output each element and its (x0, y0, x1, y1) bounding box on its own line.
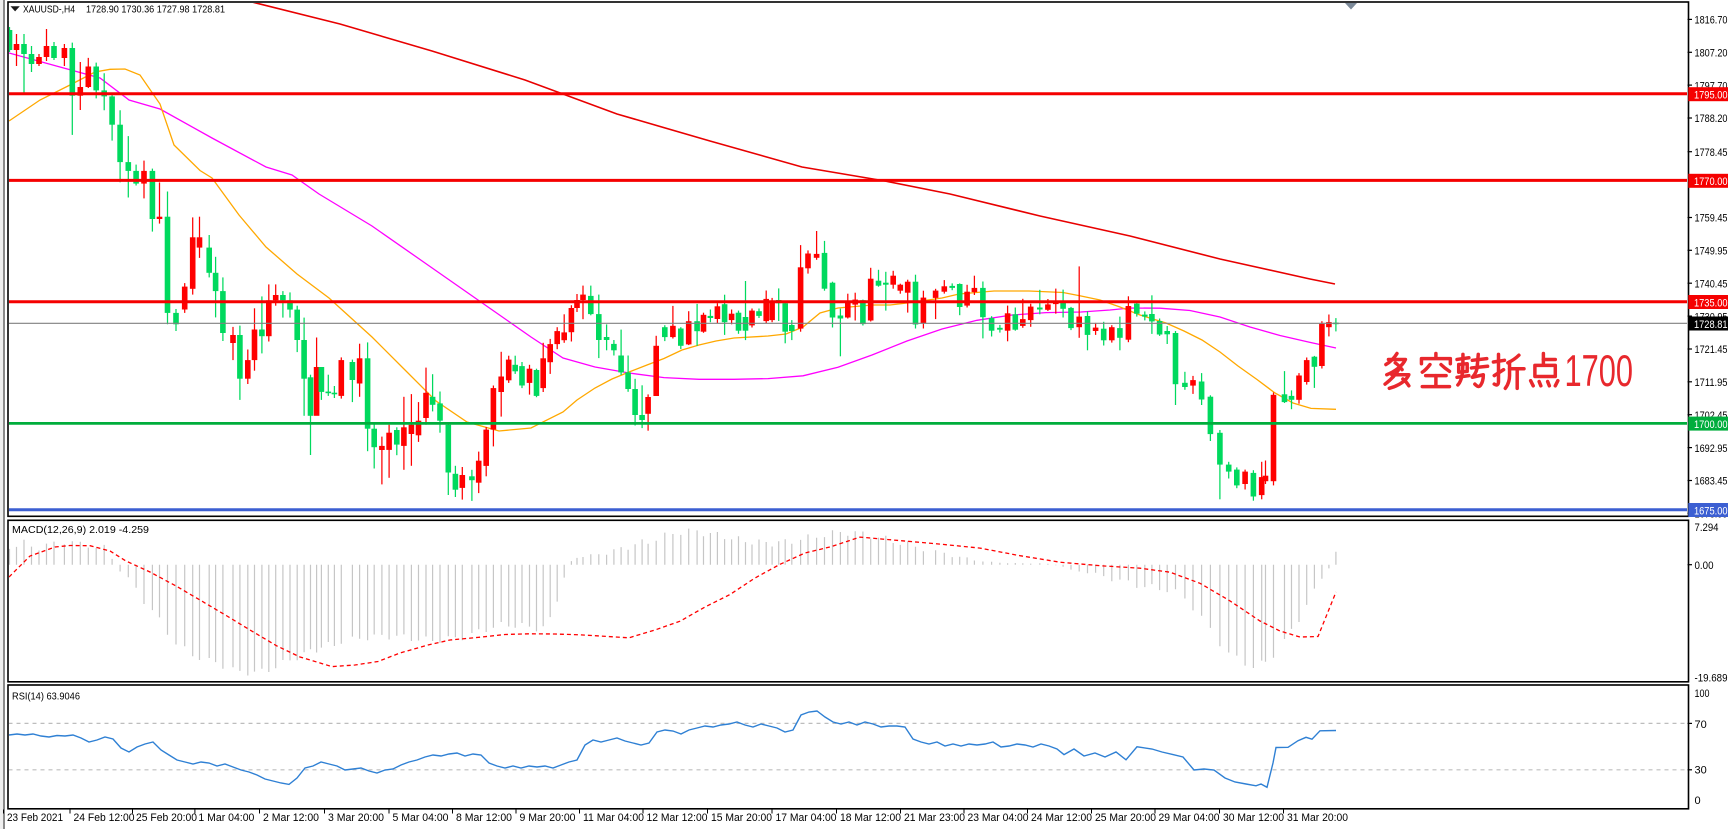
svg-text:7.294: 7.294 (1695, 522, 1719, 534)
svg-text:1759.45: 1759.45 (1695, 213, 1728, 225)
svg-text:1735.00: 1735.00 (1694, 297, 1728, 309)
svg-text:1721.45: 1721.45 (1695, 344, 1728, 356)
svg-text:1778.45: 1778.45 (1695, 147, 1728, 159)
svg-text:12 Mar 12:00: 12 Mar 12:00 (647, 812, 708, 824)
svg-text:25 Feb 20:00: 25 Feb 20:00 (136, 812, 197, 824)
svg-text:1683.45: 1683.45 (1695, 476, 1728, 488)
svg-text:1711.95: 1711.95 (1695, 377, 1728, 389)
svg-text:1788.20: 1788.20 (1695, 113, 1728, 125)
svg-text:24 Feb 12:00: 24 Feb 12:00 (74, 812, 135, 824)
svg-text:1692.95: 1692.95 (1695, 443, 1728, 455)
svg-text:23 Mar 04:00: 23 Mar 04:00 (968, 812, 1029, 824)
svg-text:XAUUSD-,H4: XAUUSD-,H4 (23, 4, 75, 16)
svg-text:70: 70 (1695, 719, 1707, 731)
svg-text:100: 100 (1695, 688, 1710, 700)
svg-text:3 Mar 20:00: 3 Mar 20:00 (328, 812, 384, 824)
svg-text:1700.00: 1700.00 (1694, 419, 1728, 431)
svg-text:-19.689: -19.689 (1695, 673, 1728, 685)
svg-text:29 Mar 04:00: 29 Mar 04:00 (1159, 812, 1220, 824)
svg-text:17 Mar 04:00: 17 Mar 04:00 (776, 812, 837, 824)
svg-text:0: 0 (1695, 795, 1701, 807)
svg-text:1 Mar 04:00: 1 Mar 04:00 (198, 812, 254, 824)
svg-text:15 Mar 20:00: 15 Mar 20:00 (711, 812, 772, 824)
svg-text:MACD(12,26,9) 2.019 -4.259: MACD(12,26,9) 2.019 -4.259 (12, 524, 149, 536)
svg-text:1770.00: 1770.00 (1694, 176, 1728, 188)
svg-text:2 Mar 12:00: 2 Mar 12:00 (263, 812, 319, 824)
svg-text:11 Mar 04:00: 11 Mar 04:00 (583, 812, 644, 824)
svg-text:1816.70: 1816.70 (1695, 15, 1728, 27)
svg-text:24 Mar 12:00: 24 Mar 12:00 (1031, 812, 1092, 824)
svg-text:8 Mar 12:00: 8 Mar 12:00 (456, 812, 512, 824)
svg-text:1749.95: 1749.95 (1695, 246, 1728, 258)
svg-text:1728.81: 1728.81 (1694, 319, 1728, 331)
svg-text:31 Mar 20:00: 31 Mar 20:00 (1287, 812, 1348, 824)
svg-text:25 Mar 20:00: 25 Mar 20:00 (1095, 812, 1156, 824)
svg-text:1795.00: 1795.00 (1694, 90, 1728, 102)
svg-text:1675.00: 1675.00 (1694, 505, 1728, 517)
svg-text:RSI(14) 63.9046: RSI(14) 63.9046 (12, 691, 80, 703)
svg-text:18 Mar 12:00: 18 Mar 12:00 (840, 812, 901, 824)
svg-text:5 Mar 04:00: 5 Mar 04:00 (393, 812, 449, 824)
svg-text:1740.45: 1740.45 (1695, 278, 1728, 290)
svg-text:0.00: 0.00 (1695, 560, 1714, 572)
svg-text:23 Feb 2021: 23 Feb 2021 (7, 812, 63, 824)
svg-text:1807.20: 1807.20 (1695, 48, 1728, 60)
svg-text:1728.90 1730.36 1727.98 1728.8: 1728.90 1730.36 1727.98 1728.81 (86, 4, 225, 16)
svg-text:21 Mar 23:00: 21 Mar 23:00 (904, 812, 965, 824)
svg-text:9 Mar 20:00: 9 Mar 20:00 (520, 812, 576, 824)
svg-text:1700: 1700 (1565, 347, 1634, 396)
svg-text:30 Mar 12:00: 30 Mar 12:00 (1223, 812, 1284, 824)
svg-text:30: 30 (1695, 765, 1707, 777)
